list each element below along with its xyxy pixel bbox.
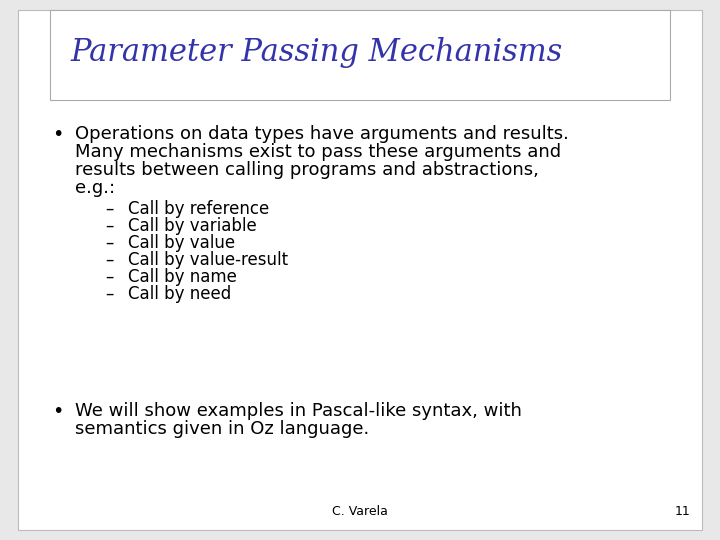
Text: Many mechanisms exist to pass these arguments and: Many mechanisms exist to pass these argu… [75, 143, 561, 161]
Text: 11: 11 [674, 505, 690, 518]
Text: Parameter Passing Mechanisms: Parameter Passing Mechanisms [70, 37, 562, 69]
FancyBboxPatch shape [50, 10, 670, 100]
Text: semantics given in Oz language.: semantics given in Oz language. [75, 420, 369, 438]
Text: –: – [105, 285, 113, 303]
Text: Call by value: Call by value [128, 234, 235, 252]
Text: –: – [105, 251, 113, 269]
FancyBboxPatch shape [18, 10, 702, 530]
Text: Call by variable: Call by variable [128, 217, 257, 235]
Text: Call by value-result: Call by value-result [128, 251, 288, 269]
Text: •: • [52, 125, 63, 144]
Text: e.g.:: e.g.: [75, 179, 115, 197]
Text: Call by name: Call by name [128, 268, 237, 286]
Text: –: – [105, 268, 113, 286]
Text: Operations on data types have arguments and results.: Operations on data types have arguments … [75, 125, 569, 143]
Text: –: – [105, 234, 113, 252]
Text: Call by reference: Call by reference [128, 200, 269, 218]
Text: Call by need: Call by need [128, 285, 231, 303]
Text: C. Varela: C. Varela [332, 505, 388, 518]
Text: –: – [105, 200, 113, 218]
Text: –: – [105, 217, 113, 235]
Text: •: • [52, 402, 63, 421]
Text: results between calling programs and abstractions,: results between calling programs and abs… [75, 161, 539, 179]
Text: We will show examples in Pascal-like syntax, with: We will show examples in Pascal-like syn… [75, 402, 522, 420]
